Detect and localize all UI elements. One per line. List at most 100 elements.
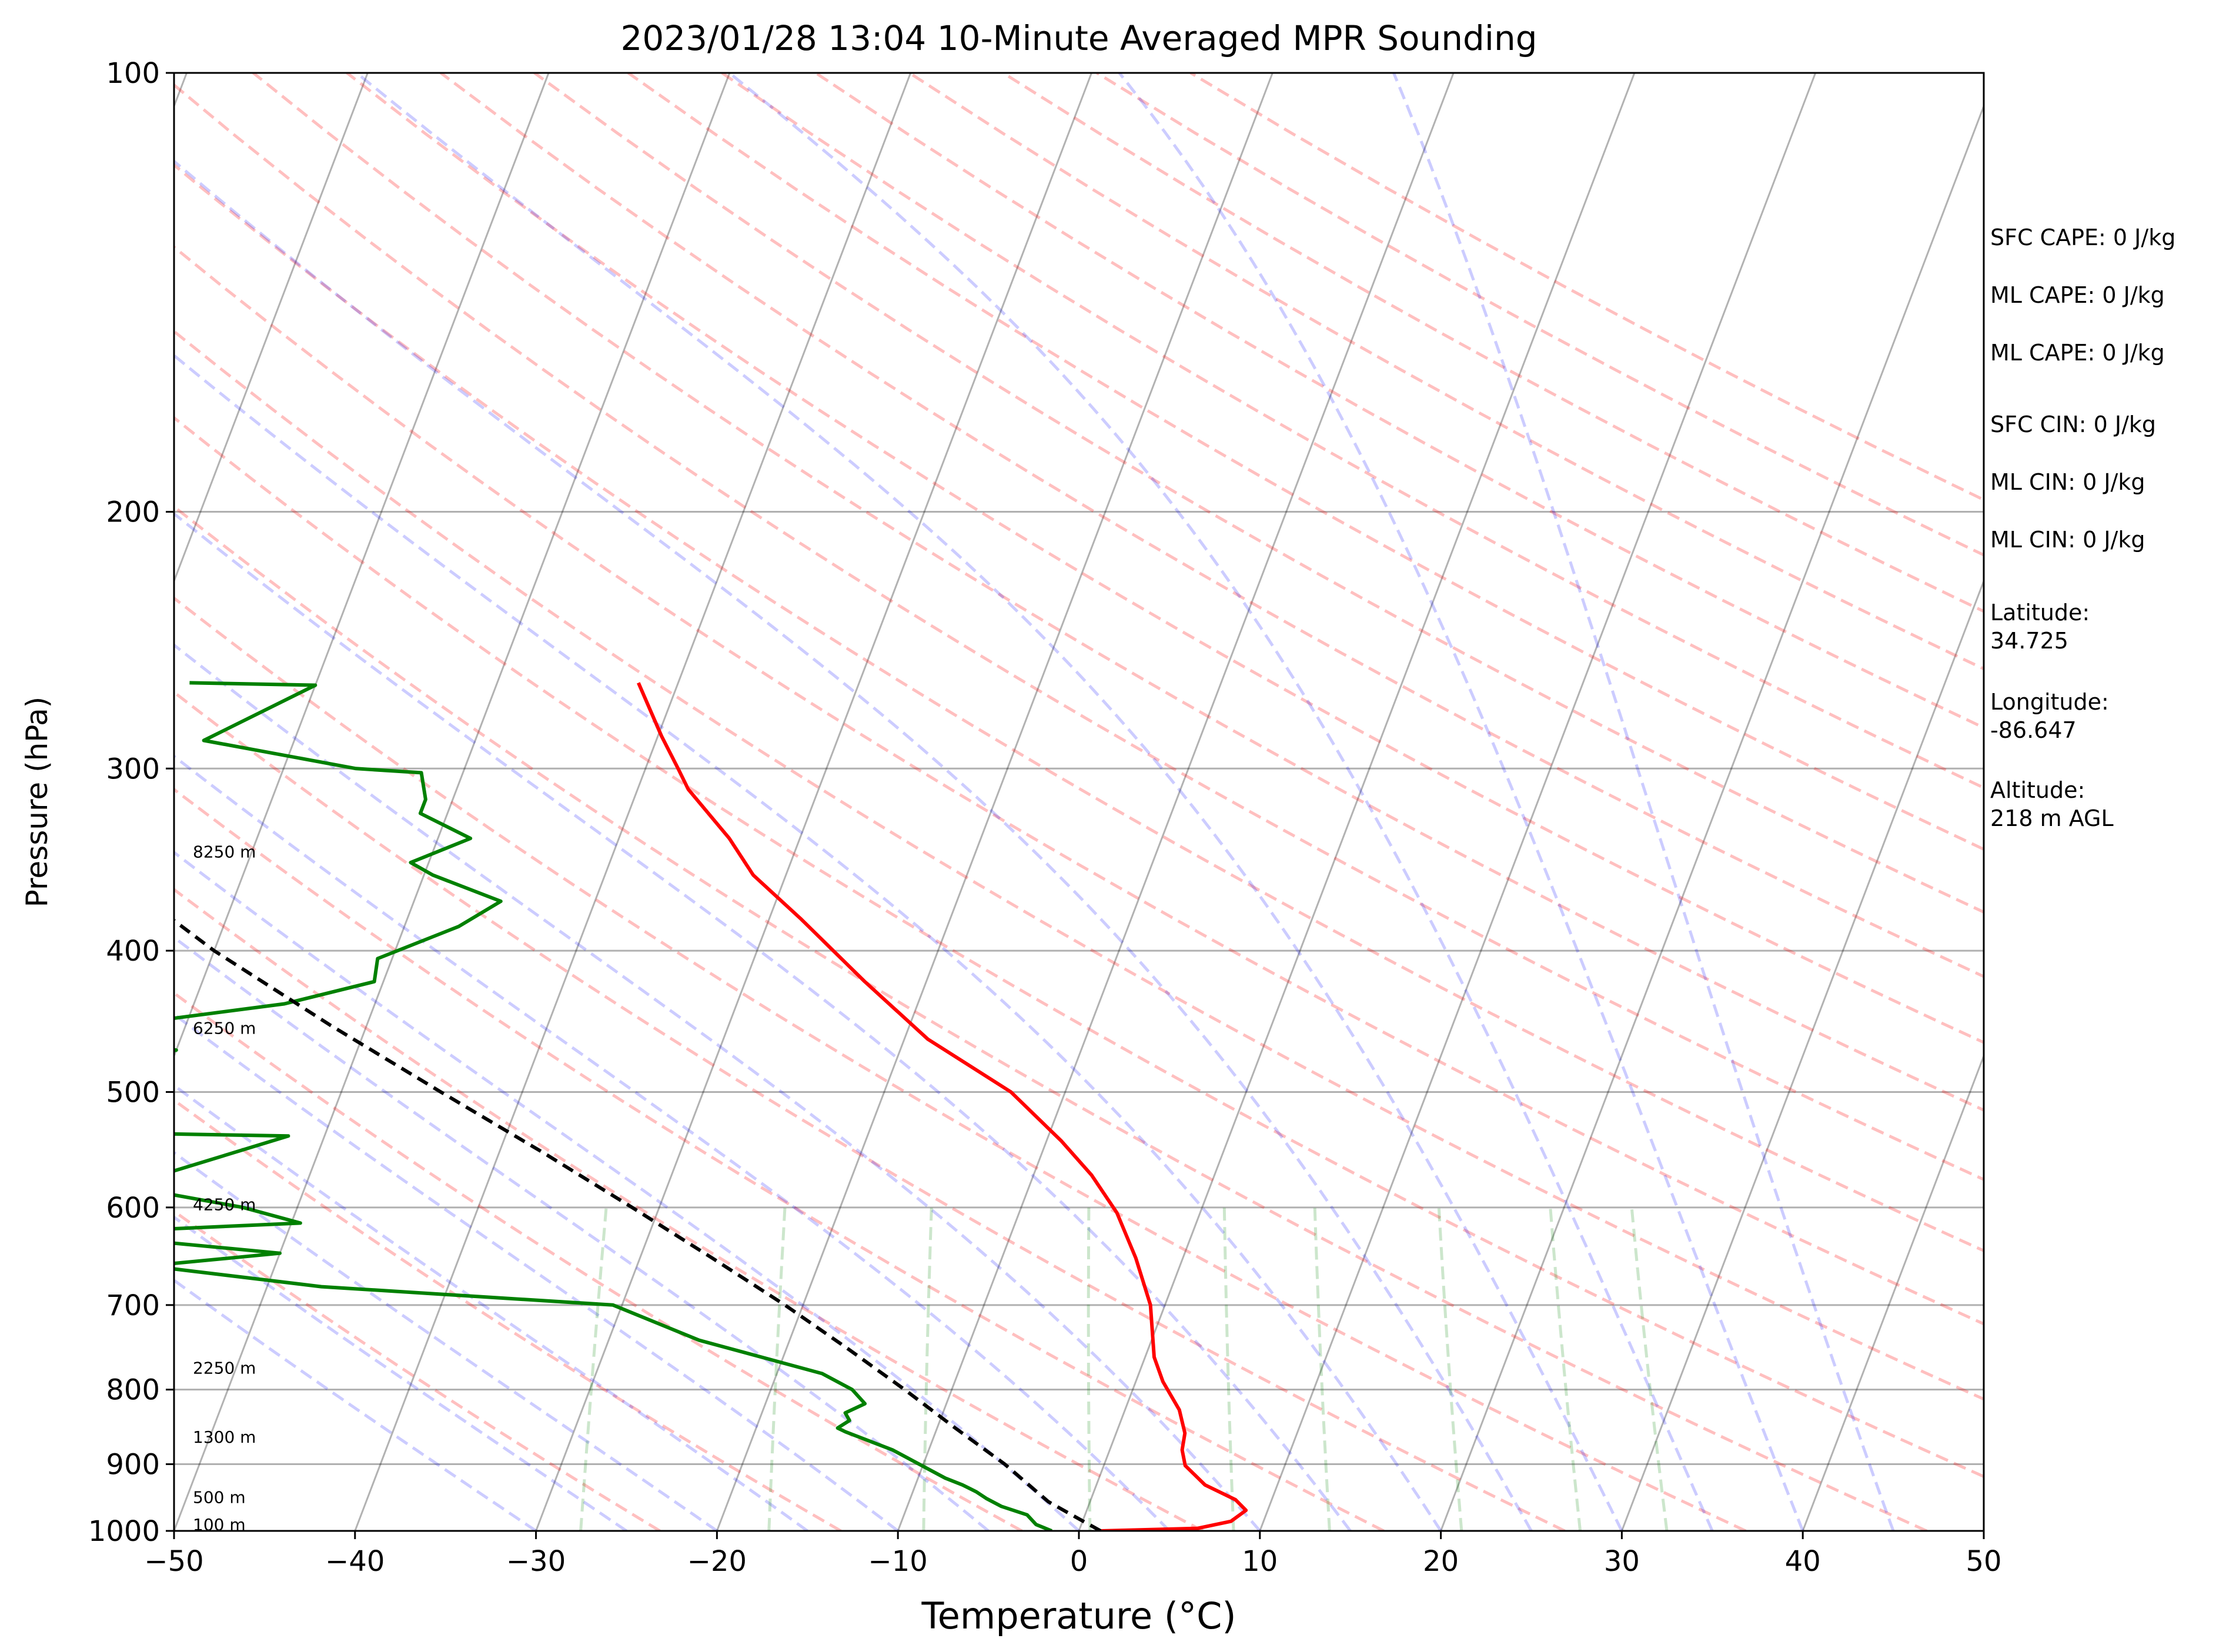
x-tick-label: −10 bbox=[868, 1545, 928, 1578]
x-tick-label: −20 bbox=[687, 1545, 747, 1578]
y-axis-label: Pressure (hPa) bbox=[20, 697, 54, 908]
x-tick-label: −30 bbox=[506, 1545, 566, 1578]
mixing-ratio-line bbox=[1630, 1207, 1669, 1531]
y-tick-label: 600 bbox=[106, 1192, 160, 1225]
isotherm-line bbox=[1801, 1053, 1984, 1531]
moist-adiabat-line bbox=[1392, 73, 1895, 1531]
dry-adiabat-line bbox=[346, 73, 1984, 1044]
dry-adiabat-line bbox=[174, 83, 1984, 1182]
dry-adiabat-line bbox=[627, 73, 1984, 851]
height-label: 4250 m bbox=[193, 1195, 256, 1214]
dry-adiabat-line bbox=[174, 329, 1984, 1401]
moist-adiabat-line bbox=[174, 159, 1533, 1531]
x-axis-label: Temperature (°C) bbox=[921, 1594, 1236, 1637]
dry-adiabat-line bbox=[174, 991, 1023, 1531]
x-tick-label: 10 bbox=[1242, 1545, 1278, 1578]
x-tick-label: 30 bbox=[1604, 1545, 1640, 1578]
isotherm-line bbox=[1440, 103, 1984, 1531]
sounding-annotation: Longitude: -86.647 bbox=[1990, 689, 2109, 743]
sounding-annotation: SFC CIN: 0 J/kg bbox=[1990, 412, 2157, 437]
y-tick-label: 100 bbox=[106, 57, 160, 90]
isotherm-line bbox=[1259, 73, 1817, 1531]
height-label: 1300 m bbox=[193, 1427, 256, 1447]
dry-adiabat-line bbox=[174, 1209, 661, 1531]
isotherm-line bbox=[535, 73, 1092, 1531]
mixing-ratio-line bbox=[579, 1207, 608, 1531]
height-label: 500 m bbox=[193, 1487, 246, 1507]
isotherm-line bbox=[0, 73, 6, 1531]
isotherm-line bbox=[897, 73, 1455, 1531]
dry-adiabat-line bbox=[174, 163, 1984, 1253]
moist-adiabat-line bbox=[728, 73, 1714, 1531]
y-tick-label: 400 bbox=[106, 935, 160, 968]
isotherm-line bbox=[174, 73, 550, 1059]
dry-adiabat-line bbox=[174, 887, 1204, 1531]
isotherm-line bbox=[354, 73, 912, 1531]
dry-adiabat-line bbox=[174, 690, 1566, 1531]
mixing-ratio-line bbox=[1087, 1207, 1092, 1531]
sounding-annotation: Latitude: 34.725 bbox=[1990, 600, 2090, 654]
dry-adiabat-line bbox=[174, 245, 1984, 1326]
x-tick-label: −40 bbox=[325, 1545, 385, 1578]
plot-frame bbox=[173, 72, 1985, 1532]
moist-adiabat-line bbox=[355, 73, 1623, 1531]
moist-adiabat-line bbox=[174, 1278, 537, 1531]
x-tick-label: 20 bbox=[1423, 1545, 1459, 1578]
y-tick-label: 800 bbox=[106, 1374, 160, 1407]
sounding-annotation: SFC CAPE: 0 J/kg bbox=[1990, 225, 2176, 250]
moist-adiabat-line bbox=[174, 353, 1442, 1531]
sounding-annotation: ML CAPE: 0 J/kg bbox=[1990, 282, 2165, 308]
dry-adiabat-line bbox=[174, 504, 1928, 1531]
sounding-annotation: Altitude: 218 m AGL bbox=[1990, 777, 2114, 831]
moist-adiabat-line bbox=[174, 754, 1171, 1531]
isotherm-line bbox=[1620, 578, 1984, 1531]
chart-title: 2023/01/28 13:04 10-Minute Averaged MPR … bbox=[620, 18, 1537, 58]
mixing-ratio-line bbox=[767, 1207, 787, 1531]
isotherm-line bbox=[174, 73, 731, 1531]
x-tick-label: −50 bbox=[144, 1545, 203, 1578]
dry-adiabat-line bbox=[440, 73, 1984, 978]
isotherm-line bbox=[1078, 73, 1636, 1531]
mixing-ratio-line bbox=[922, 1207, 933, 1531]
moist-adiabat-line bbox=[174, 1215, 627, 1531]
height-label: 8250 m bbox=[193, 842, 256, 861]
moist-adiabat-line bbox=[174, 850, 1080, 1531]
y-tick-label: 500 bbox=[106, 1076, 160, 1109]
isotherm-line bbox=[174, 73, 369, 584]
height-label: 2250 m bbox=[193, 1359, 256, 1378]
moist-adiabat-line bbox=[174, 511, 1352, 1531]
y-tick-label: 700 bbox=[106, 1289, 160, 1322]
y-tick-label: 1000 bbox=[88, 1515, 160, 1548]
mixing-ratio-line bbox=[1549, 1207, 1582, 1531]
sounding-annotation: ML CIN: 0 J/kg bbox=[1990, 527, 2145, 553]
moist-adiabat-line bbox=[174, 935, 990, 1531]
isotherm-line bbox=[716, 73, 1274, 1531]
moist-adiabat-line bbox=[174, 643, 1261, 1531]
mixing-ratio-line bbox=[1222, 1207, 1235, 1531]
height-label: 6250 m bbox=[193, 1019, 256, 1038]
dry-adiabat-line bbox=[908, 73, 1984, 671]
moist-adiabat-line bbox=[174, 1151, 718, 1531]
mixing-ratio-line bbox=[1437, 1207, 1463, 1531]
x-tick-label: 40 bbox=[1785, 1545, 1821, 1578]
dry-adiabat-line bbox=[533, 73, 1984, 914]
mixing-ratio-line bbox=[1313, 1207, 1331, 1531]
dewpoint-profile-line bbox=[174, 681, 1052, 1531]
parcel-profile-line bbox=[174, 918, 1102, 1531]
temperature-profile-line bbox=[637, 682, 1248, 1531]
dry-adiabat-line bbox=[174, 1098, 842, 1531]
y-tick-label: 900 bbox=[106, 1449, 160, 1482]
dry-adiabat-line bbox=[252, 73, 1984, 1112]
sounding-annotation: ML CAPE: 0 J/kg bbox=[1990, 340, 2165, 366]
y-tick-label: 200 bbox=[106, 496, 160, 529]
y-tick-label: 300 bbox=[106, 753, 160, 785]
dry-adiabat-line bbox=[174, 596, 1747, 1531]
x-tick-label: 50 bbox=[1966, 1545, 2001, 1578]
dry-adiabat-line bbox=[814, 73, 1984, 730]
x-tick-label: 0 bbox=[1070, 1545, 1088, 1578]
sounding-annotation: ML CIN: 0 J/kg bbox=[1990, 469, 2145, 495]
moist-adiabat-line bbox=[1118, 73, 1804, 1531]
moist-adiabat-line bbox=[174, 1084, 808, 1531]
dry-adiabat-line bbox=[174, 416, 1984, 1479]
